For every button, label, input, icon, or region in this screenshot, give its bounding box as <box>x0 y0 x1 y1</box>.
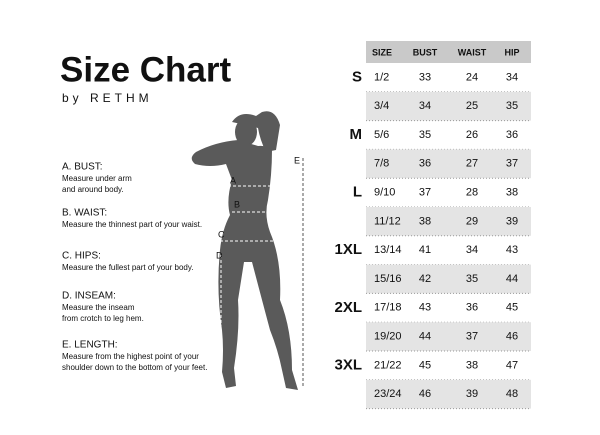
cell: 38 <box>506 187 518 199</box>
measurement-text: Measure under arm <box>62 174 132 183</box>
cell: 42 <box>419 273 431 285</box>
row-bg <box>366 149 531 179</box>
row-bg <box>366 264 531 294</box>
cell: 26 <box>466 129 478 141</box>
cell: 17/18 <box>374 302 402 314</box>
column-header: HIP <box>504 47 519 57</box>
cell: 43 <box>419 302 431 314</box>
measurement-text: shoulder down to the bottom of your feet… <box>62 363 207 372</box>
measurement-text: and around body. <box>62 185 124 194</box>
cell: 45 <box>506 302 518 314</box>
size-group: 1XL <box>334 241 362 258</box>
cell: 39 <box>506 215 518 227</box>
markers: A B C D E <box>216 155 300 260</box>
marker: C <box>218 229 225 239</box>
cell: 35 <box>506 100 518 112</box>
column-header: BUST <box>413 47 438 57</box>
cell: 38 <box>419 215 431 227</box>
cell: 46 <box>506 331 518 343</box>
cell: 7/8 <box>374 158 389 170</box>
column-header: WAIST <box>458 47 487 57</box>
cell: 47 <box>506 359 518 371</box>
cell: 3/4 <box>374 100 389 112</box>
cell: 28 <box>466 187 478 199</box>
cell: 39 <box>466 388 478 400</box>
measurement-label: B. WAIST: <box>62 208 107 219</box>
size-group: 3XL <box>334 356 362 373</box>
marker: B <box>234 199 240 209</box>
size-group: 2XL <box>334 299 362 316</box>
cell: 44 <box>419 331 431 343</box>
cell: 13/14 <box>374 244 402 256</box>
cell: 23/24 <box>374 388 402 400</box>
cell: 11/12 <box>374 215 401 227</box>
cell: 46 <box>419 388 431 400</box>
marker: D <box>216 250 223 260</box>
cell: 27 <box>466 158 478 170</box>
cell: 5/6 <box>374 129 389 141</box>
measurement-label: D. INSEAM: <box>62 291 116 302</box>
cell: 36 <box>419 158 431 170</box>
marker: A <box>230 175 236 185</box>
measurement-text: Measure the fullest part of your body. <box>62 263 193 272</box>
header-bg <box>366 41 531 63</box>
cell: 9/10 <box>374 187 395 199</box>
cell: 34 <box>419 100 431 112</box>
measurement-label: A. BUST: <box>62 162 103 173</box>
cell: 21/22 <box>374 359 402 371</box>
cell: 33 <box>419 71 431 83</box>
row-bg <box>366 207 531 236</box>
cell: 29 <box>466 215 478 227</box>
row-bg <box>366 91 531 121</box>
marker: E <box>294 155 300 165</box>
cell: 48 <box>506 388 518 400</box>
cell: 41 <box>419 244 431 256</box>
cell: 37 <box>506 158 518 170</box>
cell: 25 <box>466 100 478 112</box>
cell: 43 <box>506 244 518 256</box>
column-header: SIZE <box>372 47 392 57</box>
size-group: S <box>352 68 362 85</box>
cell: 45 <box>419 359 431 371</box>
cell: 35 <box>419 129 431 141</box>
measurement-label: C. HIPS: <box>62 251 101 262</box>
measurement-text: Measure from the highest point of your <box>62 352 199 361</box>
size-group: L <box>353 184 362 201</box>
size-table: SIZE BUST WAIST HIP S 1/2 33 24 34 3/4 34 25 35 M 5/6 3… <box>334 41 531 410</box>
cell: 38 <box>466 359 478 371</box>
measurement-text: Measure the inseam <box>62 303 135 312</box>
cell: 35 <box>466 273 478 285</box>
measurement-list: A. BUST:Measure under arm and around body… <box>62 162 207 372</box>
cell: 34 <box>466 244 478 256</box>
cell: 44 <box>506 273 518 285</box>
measure-lines <box>220 185 278 378</box>
cell: 36 <box>466 302 478 314</box>
row-bg <box>366 379 531 409</box>
title: Size Chart <box>60 50 231 89</box>
cell: 37 <box>466 331 478 343</box>
cell: 36 <box>506 129 518 141</box>
measurement-label: E. LENGTH: <box>62 340 118 351</box>
cell: 1/2 <box>374 71 389 83</box>
silhouette <box>191 111 298 390</box>
size-group: M <box>350 126 363 143</box>
measurement-text: from crotch to leg hem. <box>62 314 144 323</box>
measurement-text: Measure the thinnest part of your waist. <box>62 220 202 229</box>
cell: 15/16 <box>374 273 402 285</box>
cell: 37 <box>419 187 431 199</box>
cell: 34 <box>506 71 518 83</box>
row-bg <box>366 322 531 351</box>
cell: 24 <box>466 71 478 83</box>
subtitle: by RETHM <box>62 91 153 105</box>
cell: 19/20 <box>374 331 402 343</box>
